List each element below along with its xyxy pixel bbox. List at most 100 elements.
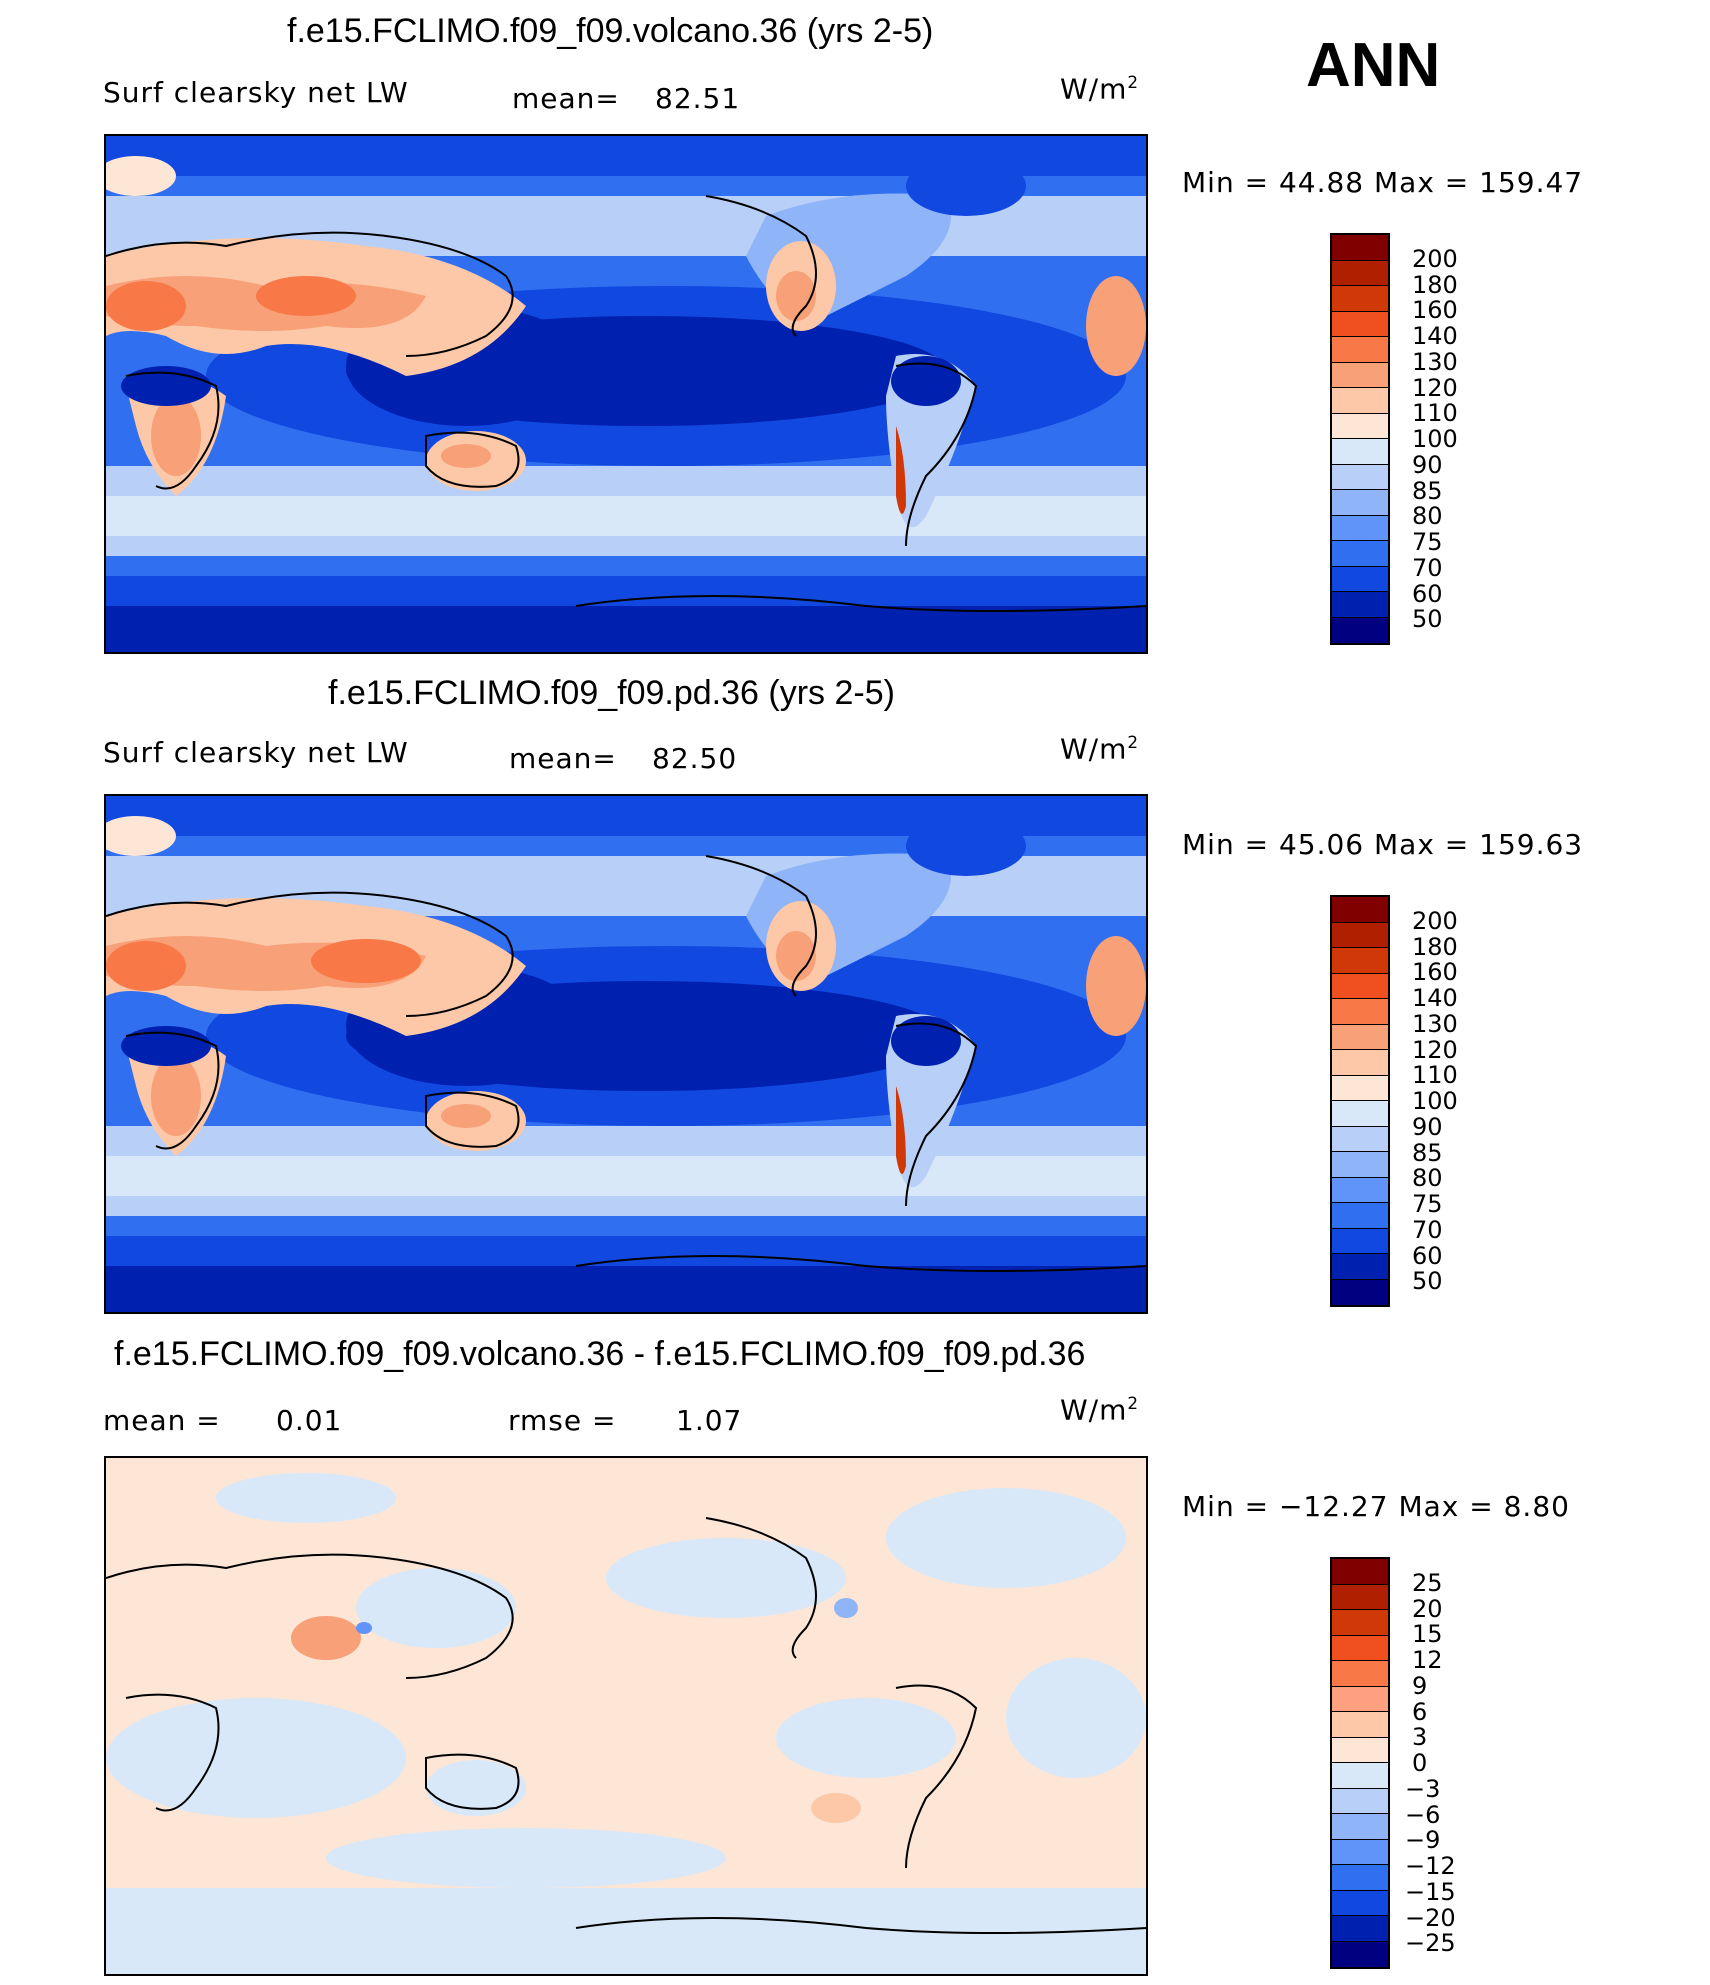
panel3-mean-label: mean = [103, 1404, 221, 1437]
colorbar-swatch [1332, 260, 1388, 286]
colorbar-tick-label: 50 [1412, 605, 1443, 634]
colorbar-tick-label: 160 [1412, 296, 1458, 325]
colorbar-swatch [1332, 337, 1388, 363]
colorbar-tick-label: 20 [1412, 1594, 1443, 1623]
panel2-mean-value: 82.50 [652, 742, 738, 775]
colorbar-swatch [1332, 1254, 1388, 1280]
colorbar-tick-label: 90 [1412, 1112, 1443, 1141]
panel3-mean-value: 0.01 [276, 1404, 343, 1437]
colorbar-tick-label: 90 [1412, 450, 1443, 479]
colorbar-tick-label: 140 [1412, 984, 1458, 1012]
colorbar-swatch [1332, 235, 1388, 261]
colorbar-swatch [1332, 515, 1388, 541]
panel3-rmse-label: rmse = [508, 1404, 617, 1437]
colorbar-swatch [1332, 1279, 1388, 1305]
colorbar-tick-label: 120 [1412, 373, 1458, 402]
colorbar-swatch [1332, 566, 1388, 592]
colorbar-tick-label: 200 [1412, 244, 1458, 273]
colorbar-swatch [1332, 1865, 1388, 1891]
colorbar-swatch [1332, 1941, 1388, 1967]
colorbar-swatch [1332, 1101, 1388, 1127]
colorbar-swatch [1332, 1584, 1388, 1610]
colorbar-swatch [1332, 999, 1388, 1025]
colorbar-swatch [1332, 1763, 1388, 1789]
colorbar-tick-label: −20 [1405, 1903, 1456, 1932]
panel2-minmax: Min = 45.06 Max = 159.63 [1182, 828, 1584, 861]
panel1-map [104, 134, 1148, 654]
panel3-minmax: Min = −12.27 Max = 8.80 [1182, 1490, 1570, 1523]
colorbar-swatch [1332, 464, 1388, 490]
colorbar-swatch [1332, 490, 1388, 516]
colorbar-swatch [1332, 362, 1388, 388]
panel3-colorbar [1330, 1557, 1390, 1969]
colorbar-tick-label: 50 [1412, 1267, 1443, 1296]
colorbar-tick-label: 70 [1412, 1215, 1443, 1244]
colorbar-swatch [1332, 1177, 1388, 1203]
colorbar-tick-label: 15 [1412, 1620, 1443, 1649]
panel3-map-field [106, 1458, 1146, 1974]
panel1-minmax: Min = 44.88 Max = 159.47 [1182, 166, 1584, 199]
colorbar-tick-label: 75 [1412, 528, 1443, 556]
colorbar-tick-label: −15 [1405, 1877, 1456, 1906]
colorbar-swatch [1332, 541, 1388, 567]
colorbar-swatch [1332, 413, 1388, 439]
panel2-field-label: Surf clearsky net LW [103, 736, 409, 769]
panel1-mean-label: mean= [512, 82, 620, 115]
colorbar-tick-label: 180 [1412, 932, 1458, 961]
colorbar-tick-label: 180 [1412, 270, 1458, 299]
panel2-units: W/m2 [1060, 732, 1140, 766]
colorbar-tick-label: 80 [1412, 502, 1443, 531]
colorbar-tick-label: 130 [1412, 347, 1458, 376]
colorbar-swatch [1332, 286, 1388, 312]
panel2-colorbar [1330, 895, 1390, 1307]
colorbar-tick-label: 140 [1412, 322, 1458, 350]
colorbar-swatch [1332, 1203, 1388, 1229]
panel1-title: f.e15.FCLIMO.f09_f09.volcano.36 (yrs 2-5… [287, 12, 934, 50]
panel3-title: f.e15.FCLIMO.f09_f09.volcano.36 - f.e15.… [114, 1335, 1086, 1373]
panel3-rmse-value: 1.07 [676, 1404, 743, 1437]
colorbar-swatch [1332, 1737, 1388, 1763]
colorbar-swatch [1332, 1686, 1388, 1712]
colorbar-tick-label: 85 [1412, 476, 1443, 505]
panel2-mean-label: mean= [509, 742, 617, 775]
colorbar-tick-label: 200 [1412, 906, 1458, 935]
colorbar-tick-label: 60 [1412, 579, 1443, 608]
colorbar-swatch [1332, 1712, 1388, 1738]
panel2-title: f.e15.FCLIMO.f09_f09.pd.36 (yrs 2-5) [328, 674, 895, 712]
colorbar-tick-label: 120 [1412, 1035, 1458, 1064]
colorbar-tick-label: 9 [1412, 1671, 1428, 1700]
colorbar-swatch [1332, 1839, 1388, 1865]
panel1-field-label: Surf clearsky net LW [103, 76, 409, 109]
colorbar-swatch [1332, 1024, 1388, 1050]
colorbar-swatch [1332, 1228, 1388, 1254]
colorbar-tick-label: 110 [1412, 399, 1458, 428]
colorbar-tick-label: 110 [1412, 1061, 1458, 1090]
colorbar-tick-label: 0 [1412, 1749, 1428, 1777]
colorbar-tick-label: 100 [1412, 425, 1458, 453]
colorbar-tick-label: 3 [1412, 1723, 1428, 1752]
colorbar-swatch [1332, 1635, 1388, 1661]
colorbar-tick-label: 130 [1412, 1009, 1458, 1038]
colorbar-swatch [1332, 897, 1388, 923]
colorbar-swatch [1332, 1916, 1388, 1942]
colorbar-tick-label: 80 [1412, 1164, 1443, 1193]
colorbar-tick-label: 70 [1412, 553, 1443, 582]
colorbar-tick-label: 160 [1412, 958, 1458, 987]
colorbar-tick-label: −12 [1405, 1852, 1456, 1880]
colorbar-tick-label: 75 [1412, 1190, 1443, 1218]
colorbar-swatch [1332, 1050, 1388, 1076]
colorbar-swatch [1332, 1661, 1388, 1687]
panel3-map [104, 1456, 1148, 1976]
colorbar-swatch [1332, 1610, 1388, 1636]
colorbar-tick-label: −6 [1405, 1800, 1441, 1829]
colorbar-swatch [1332, 1152, 1388, 1178]
panel1-mean-value: 82.51 [655, 82, 741, 115]
season-label: ANN [1306, 31, 1441, 100]
colorbar-swatch [1332, 1814, 1388, 1840]
colorbar-tick-label: 25 [1412, 1568, 1443, 1597]
colorbar-swatch [1332, 1075, 1388, 1101]
colorbar-swatch [1332, 1126, 1388, 1152]
panel1-units: W/m2 [1060, 72, 1140, 106]
colorbar-swatch [1332, 388, 1388, 414]
colorbar-tick-label: 12 [1412, 1646, 1443, 1674]
